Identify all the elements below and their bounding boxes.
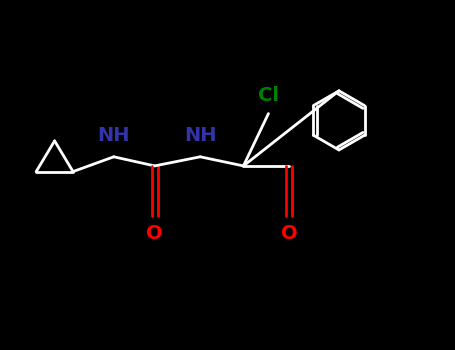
Text: NH: NH (184, 126, 217, 145)
Text: O: O (281, 224, 297, 243)
Text: Cl: Cl (258, 86, 279, 105)
Text: O: O (147, 224, 163, 243)
Text: NH: NH (97, 126, 130, 145)
